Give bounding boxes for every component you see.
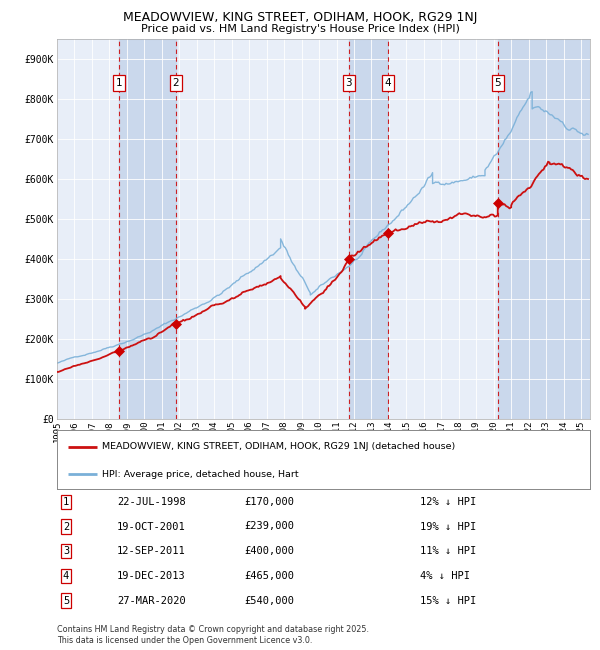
Text: £239,000: £239,000 — [244, 521, 294, 532]
Bar — [119, 39, 176, 419]
Text: 19-DEC-2013: 19-DEC-2013 — [117, 571, 186, 581]
Text: £400,000: £400,000 — [244, 546, 294, 556]
Text: 1: 1 — [63, 497, 69, 507]
Text: 2: 2 — [172, 78, 179, 88]
Text: Contains HM Land Registry data © Crown copyright and database right 2025.
This d: Contains HM Land Registry data © Crown c… — [57, 625, 369, 645]
Text: 12-SEP-2011: 12-SEP-2011 — [117, 546, 186, 556]
Text: 3: 3 — [63, 546, 69, 556]
Bar — [349, 39, 388, 419]
Text: £170,000: £170,000 — [244, 497, 294, 507]
Text: 4% ↓ HPI: 4% ↓ HPI — [420, 571, 470, 581]
Text: 19% ↓ HPI: 19% ↓ HPI — [420, 521, 476, 532]
Text: 1: 1 — [116, 78, 122, 88]
Text: 4: 4 — [63, 571, 69, 581]
Text: £465,000: £465,000 — [244, 571, 294, 581]
Text: 15% ↓ HPI: 15% ↓ HPI — [420, 595, 476, 606]
Text: 12% ↓ HPI: 12% ↓ HPI — [420, 497, 476, 507]
Text: 22-JUL-1998: 22-JUL-1998 — [117, 497, 186, 507]
Text: 27-MAR-2020: 27-MAR-2020 — [117, 595, 186, 606]
Text: £540,000: £540,000 — [244, 595, 294, 606]
Text: MEADOWVIEW, KING STREET, ODIHAM, HOOK, RG29 1NJ (detached house): MEADOWVIEW, KING STREET, ODIHAM, HOOK, R… — [102, 442, 455, 451]
Bar — [498, 39, 590, 419]
Text: 5: 5 — [494, 78, 501, 88]
Text: 5: 5 — [63, 595, 69, 606]
Text: HPI: Average price, detached house, Hart: HPI: Average price, detached house, Hart — [102, 470, 299, 478]
Text: MEADOWVIEW, KING STREET, ODIHAM, HOOK, RG29 1NJ: MEADOWVIEW, KING STREET, ODIHAM, HOOK, R… — [123, 11, 477, 24]
Text: 3: 3 — [346, 78, 352, 88]
Text: Price paid vs. HM Land Registry's House Price Index (HPI): Price paid vs. HM Land Registry's House … — [140, 24, 460, 34]
Text: 4: 4 — [385, 78, 392, 88]
Text: 2: 2 — [63, 521, 69, 532]
Text: 19-OCT-2001: 19-OCT-2001 — [117, 521, 186, 532]
Text: 11% ↓ HPI: 11% ↓ HPI — [420, 546, 476, 556]
